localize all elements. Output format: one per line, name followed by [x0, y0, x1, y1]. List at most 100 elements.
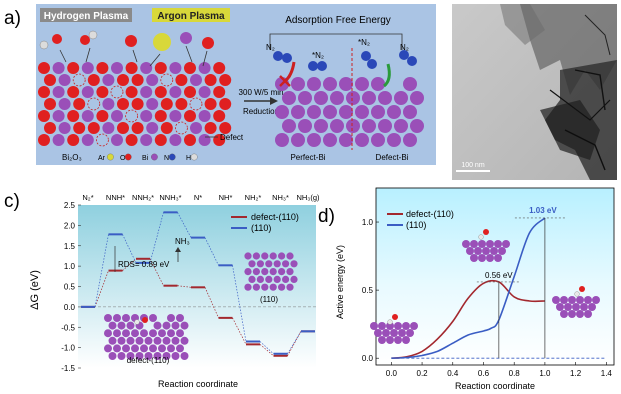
- bi-atom: [146, 122, 159, 134]
- lattice-atom: [564, 303, 572, 311]
- lattice-atom: [171, 336, 180, 345]
- lattice-atom: [390, 329, 398, 337]
- lattice-atom: [144, 336, 153, 345]
- o-atom: [213, 86, 226, 98]
- bi-atom: [323, 77, 337, 91]
- lattice-atom: [560, 310, 568, 318]
- bi-atom: [102, 122, 115, 134]
- vacancy: [160, 73, 174, 87]
- category-label: NH₂*: [245, 193, 262, 202]
- lattice-atom: [494, 254, 502, 262]
- panel-d: d) 0.0 0.2 0.4 0.6 0.8 1.0 1.2 1.4 0.0 0.5 1.0 def…: [318, 187, 615, 391]
- nh3-arrow-head: [175, 247, 181, 252]
- lattice-atom: [113, 314, 121, 322]
- lattice-atom: [470, 240, 478, 248]
- legend-swatch: [151, 153, 158, 161]
- legend-label: defect-(110): [251, 212, 299, 222]
- o-atom: [87, 74, 100, 86]
- o-atom: [117, 74, 129, 86]
- o-atom: [125, 134, 138, 146]
- vacancy: [189, 97, 203, 111]
- plot-c-lattices: [104, 252, 298, 360]
- bi-atom: [314, 119, 328, 133]
- o-atom: [44, 122, 56, 134]
- o-atom: [184, 86, 196, 98]
- argon-plasma-label: Argon Plasma: [157, 11, 225, 22]
- category-label: N₂*: [82, 193, 93, 202]
- plot-d-legend: defect-(110)(110): [387, 209, 454, 230]
- lattice-atom: [180, 336, 189, 345]
- lattice-atom: [406, 329, 414, 337]
- lattice-atom: [167, 344, 175, 353]
- o-atom: [142, 317, 148, 323]
- lattice-atom: [490, 247, 498, 255]
- o-atom: [44, 98, 56, 110]
- o-atom: [154, 134, 167, 146]
- panel-d-label: d): [318, 206, 335, 227]
- bi-atom: [58, 122, 71, 134]
- bi-atom: [111, 110, 123, 122]
- lattice-atom: [122, 314, 130, 322]
- bi-atom: [169, 110, 182, 122]
- lattice-atom: [252, 283, 260, 291]
- o-atom: [67, 134, 80, 146]
- bi-atom: [81, 62, 94, 74]
- bi-atom: [378, 119, 392, 133]
- o-atom: [154, 110, 167, 122]
- o-atom: [131, 122, 144, 134]
- lattice-atom: [269, 252, 277, 260]
- h-atom: [88, 30, 98, 40]
- y-tick-label: 1.5: [64, 242, 76, 251]
- y-tick-label: -1.5: [61, 364, 75, 373]
- bi-atom: [355, 133, 369, 147]
- h-atom: [574, 291, 580, 297]
- legend-swatch: [124, 153, 132, 161]
- vacancy: [72, 73, 86, 87]
- o-atom: [44, 74, 56, 86]
- panel-a-label: a): [4, 8, 21, 29]
- o-atom: [154, 62, 167, 74]
- bi-atom: [52, 62, 65, 74]
- bi-atom: [58, 74, 71, 86]
- o-atom: [213, 110, 226, 122]
- o-atom: [67, 62, 80, 74]
- o-atom: [117, 122, 129, 134]
- o-atom: [175, 98, 188, 110]
- h-atom: [478, 234, 484, 240]
- lattice-atom: [162, 336, 171, 345]
- vacancy: [125, 109, 139, 123]
- n2-star-label-right: *N₂: [358, 38, 370, 47]
- bi-atom: [291, 133, 305, 147]
- plot-d-lattices: [370, 229, 600, 344]
- lattice-atom: [466, 247, 474, 255]
- arrow-top-label: 300 W/5 min: [239, 88, 284, 97]
- y-tick-label: 2.5: [64, 201, 76, 210]
- lattice-atom: [167, 329, 175, 338]
- x-tick-label: 0.2: [417, 369, 429, 378]
- bi-atom: [330, 119, 344, 133]
- legend-label: defect-(110): [406, 209, 454, 219]
- lattice-atom: [273, 275, 281, 283]
- lattice-atom: [135, 352, 144, 360]
- o-atom: [73, 122, 86, 134]
- lattice-atom: [265, 275, 273, 283]
- bi-atom: [140, 62, 153, 74]
- lattice-atom: [244, 283, 252, 291]
- defect-label: Defect: [220, 133, 244, 142]
- nh3-annotation: NH₃: [175, 237, 190, 246]
- bi-atom: [275, 133, 289, 147]
- bi-atom: [180, 32, 192, 44]
- vacancy: [87, 97, 101, 111]
- lattice-atom: [261, 283, 269, 291]
- plot-d-area: [375, 187, 615, 366]
- x-tick-label: 1.0: [539, 369, 551, 378]
- category-label: N*: [194, 193, 202, 202]
- o-atom: [392, 314, 398, 320]
- adsorption-arrow: [383, 63, 391, 88]
- x-tick-label: 0.6: [478, 369, 490, 378]
- category-label: NH₃(g): [296, 193, 320, 202]
- legend-swatch: [107, 153, 114, 161]
- bi-atom: [169, 62, 182, 74]
- lattice-atom: [378, 336, 386, 344]
- adsorption-bracket: [269, 33, 403, 50]
